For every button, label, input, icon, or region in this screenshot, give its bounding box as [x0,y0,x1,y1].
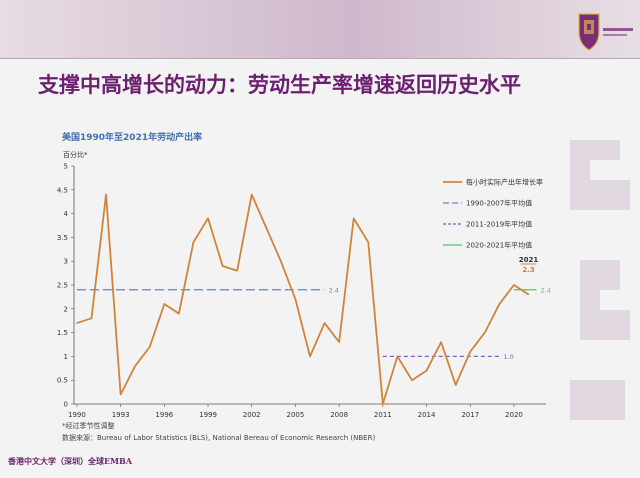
data-point [134,365,136,367]
data-point [425,370,428,372]
legend-entry: 2011-2019年平均值 [466,220,532,229]
footer-brand: 香港中文大学（深圳）全球EMBA [8,456,132,466]
y-tick-label: 3.5 [57,234,68,242]
legend-entry: 每小时实际产出年增长率 [466,178,543,187]
data-point [353,217,355,219]
data-point [382,403,384,405]
x-tick-label: 2005 [287,411,305,419]
data-source: 数据来源：Bureau of Labor Statistics (BLS), N… [62,434,376,442]
data-point [163,303,165,305]
data-point [76,322,78,324]
data-point [513,284,515,286]
y-axis-label: 百分比* [63,151,88,159]
annotation-value: 2.3 [522,266,535,274]
chart-title: 美国1990年至2021年劳动产出率 [62,133,203,143]
legend-entry: 2020-2021年平均值 [466,241,532,250]
average-value-label: 2.4 [329,286,339,294]
data-point [440,341,442,343]
data-point [338,341,340,343]
y-tick-label: 1.5 [57,329,68,337]
slide-title: 支撑中高增长的动力：劳动生产率增速返回历史水平 [38,73,521,97]
x-tick-label: 1990 [68,411,86,419]
x-tick-label: 1993 [112,411,130,419]
legend-entry: 1990-2007年平均值 [466,199,532,208]
footnote: *经过季节性调整 [62,422,115,430]
x-tick-label: 1999 [199,411,217,419]
x-tick-label: 2008 [330,411,348,419]
data-point [178,312,180,315]
university-logo-icon [578,13,633,51]
header-divider [0,58,640,59]
x-tick-label: 2017 [461,411,479,419]
x-tick-label: 1996 [155,411,173,419]
data-point [469,351,471,353]
data-point [396,355,399,357]
data-point [280,260,282,262]
data-point [411,379,413,381]
legend: 每小时实际产出年增长率 1990-2007年平均值 2011-2019年平均值 202… [443,178,543,250]
average-lines: 2.4 1.0 2.4 [76,286,551,361]
decorative-pattern-icon [570,140,630,420]
y-tick-label: 4.5 [57,186,68,194]
data-point [236,270,238,272]
data-point [265,227,267,229]
data-point [90,317,93,319]
y-tick-label: 0 [64,401,68,409]
data-point [120,393,122,396]
data-point [309,355,311,357]
data-point [323,322,326,324]
annotation-year: 2021 [519,256,539,264]
data-point [105,193,107,196]
y-tick-label: 2.5 [57,282,68,290]
y-tick-label: 4 [64,210,69,218]
data-point [294,298,297,300]
y-tick-label: 5 [64,163,68,171]
y-tick-label: 2 [64,305,68,313]
header-bar [0,0,640,58]
data-point [207,217,209,219]
data-point [455,384,457,386]
y-tick-label: 1 [64,353,68,361]
data-point [527,293,530,296]
data-point [251,193,253,196]
data-point [498,303,500,305]
x-tick-label: 2020 [505,411,523,419]
data-point [192,241,195,243]
annotations: 2021 2.3 [519,256,539,274]
x-tick-label: 2002 [243,411,261,419]
data-point [484,332,486,334]
y-tick-label: 0.5 [57,377,68,385]
y-tick-label: 3 [64,258,68,266]
x-tick-label: 2011 [374,411,392,419]
series-line [76,193,530,405]
data-point [221,265,224,267]
data-point [367,241,369,243]
x-tick-label: 2014 [418,411,436,419]
average-value-label: 2.4 [541,286,551,294]
data-point [149,346,151,348]
average-value-label: 1.0 [503,353,513,361]
series-layer [76,193,530,405]
axes: 0 0.5 1 1.5 2 2.5 3 3.5 4 4.5 5 1990 1993 1996 1999 200… [57,163,546,419]
